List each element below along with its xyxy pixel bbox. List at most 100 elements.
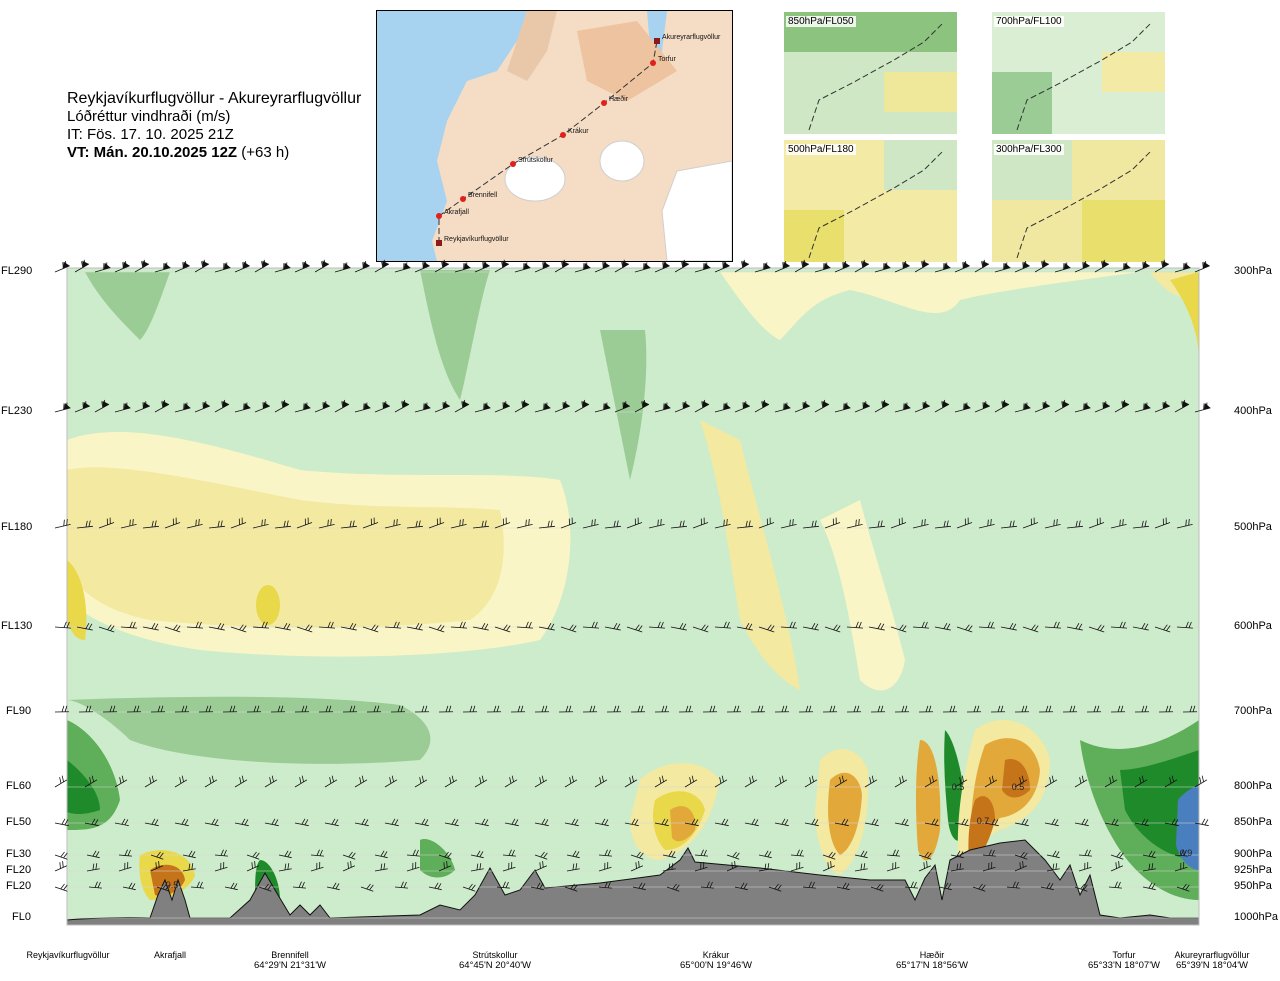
left-axis-tick: FL230 xyxy=(1,405,33,417)
wind-barb xyxy=(144,775,158,788)
wind-barb xyxy=(354,775,368,788)
wind-barb xyxy=(1142,882,1156,891)
wind-barb xyxy=(504,775,518,788)
wind-barb xyxy=(98,624,115,633)
wind-barb xyxy=(774,260,790,273)
wind-barb xyxy=(538,520,555,529)
wind-barb xyxy=(994,399,1010,413)
wind-barb xyxy=(428,882,442,891)
high-positive-region xyxy=(1176,785,1199,870)
wind-barb xyxy=(560,624,577,633)
left-axis-tick: FL180 xyxy=(1,521,33,533)
wind-barb xyxy=(84,818,99,827)
wind-barb xyxy=(934,520,951,529)
wind-barb xyxy=(174,402,191,413)
wind-barb xyxy=(956,517,973,529)
wind-barb xyxy=(428,517,445,529)
wind-barb xyxy=(604,520,621,529)
wind-barb xyxy=(1074,402,1091,413)
wind-barb xyxy=(274,520,291,529)
up-region-weak xyxy=(720,272,1140,340)
level-map-300[interactable]: 300hPa/FL300 xyxy=(992,140,1165,262)
wind-barb xyxy=(414,402,431,413)
wind-barb xyxy=(846,621,863,629)
wind-barb xyxy=(214,399,230,413)
valid-time-offset: (+63 h) xyxy=(237,144,290,161)
valid-time: VT: Mán. 20.10.2025 12Z (+63 h) xyxy=(67,144,361,162)
right-axis-tick: 400hPa xyxy=(1234,405,1272,417)
wind-barb xyxy=(864,818,879,827)
wind-barb xyxy=(252,518,269,529)
wind-barb xyxy=(310,849,324,857)
map-place-label: Akureyrarflugvöllur xyxy=(662,34,721,41)
wind-barb xyxy=(318,705,334,713)
wind-barb xyxy=(310,862,324,872)
wind-barb xyxy=(1014,705,1030,713)
wind-barb xyxy=(86,863,100,872)
wind-barb xyxy=(474,402,491,413)
level-map-700[interactable]: 700hPa/FL100 xyxy=(992,12,1165,134)
wind-barb xyxy=(258,883,272,892)
wind-barb xyxy=(624,818,639,827)
wind-barb xyxy=(516,518,533,529)
wind-barb xyxy=(94,262,111,273)
wind-barb xyxy=(1074,883,1088,892)
wind-barb xyxy=(1134,818,1149,827)
wind-barb xyxy=(384,775,398,788)
wind-barb xyxy=(474,818,489,827)
wind-barb xyxy=(950,863,964,872)
level-map-300-svg xyxy=(992,140,1165,262)
wind-barb xyxy=(774,775,788,788)
wind-barb xyxy=(1088,517,1105,529)
station-name: Reykjavíkurflugvöllur xyxy=(26,950,110,960)
wind-barb xyxy=(230,624,247,633)
wind-barb xyxy=(1094,401,1110,413)
wind-barb xyxy=(802,520,819,529)
contour-labels: 0.5 0.5 0.5 0.7 0.9 xyxy=(166,782,1193,890)
wind-barb xyxy=(150,851,164,860)
wind-barb xyxy=(414,818,429,827)
wind-barb xyxy=(294,402,311,413)
wind-barb xyxy=(804,818,819,827)
route-map[interactable]: Akureyrarflugvöllur Torfur Hæðir Krákur Strú… xyxy=(376,10,733,262)
left-axis-tick: FL60 xyxy=(6,780,32,792)
wind-barb xyxy=(1044,621,1061,629)
map-place-marker xyxy=(436,213,442,219)
wind-barb xyxy=(198,705,214,713)
wind-barb xyxy=(494,401,510,413)
wind-barb xyxy=(234,775,248,788)
wind-barb xyxy=(54,402,71,413)
station-label: Akrafjall xyxy=(100,950,240,960)
wind-barb xyxy=(294,260,310,273)
chart-title-block: Reykjavíkurflugvöllur - Akureyrarflugvöl… xyxy=(67,90,361,162)
right-axis-tick: 950hPa xyxy=(1234,880,1272,892)
map-place-marker xyxy=(601,100,607,106)
wind-barb xyxy=(94,399,110,413)
wind-barb xyxy=(574,262,591,273)
wind-barb xyxy=(208,623,225,631)
wind-barb xyxy=(102,705,118,713)
wind-barb xyxy=(486,705,502,713)
wind-barb xyxy=(462,705,478,713)
wind-barb xyxy=(854,401,870,413)
level-map-500[interactable]: 500hPa/FL180 xyxy=(784,140,957,262)
wind-barb xyxy=(634,399,650,413)
station-label: Hæðir 65°17'N 18°56'W xyxy=(862,950,1002,971)
wind-barb xyxy=(598,849,612,857)
wind-barb xyxy=(918,861,932,872)
wind-barb xyxy=(534,861,548,872)
wind-barb xyxy=(804,775,818,788)
wind-barb xyxy=(1114,262,1131,273)
wind-barb xyxy=(846,518,863,529)
wind-barb xyxy=(434,401,450,413)
wind-barb xyxy=(744,775,758,788)
map-glacier-vatnajokull xyxy=(661,160,732,261)
level-map-850[interactable]: 850hPa/FL050 xyxy=(784,12,957,134)
wind-barb xyxy=(360,883,374,892)
wind-barb xyxy=(692,517,709,529)
wind-barb xyxy=(334,262,351,273)
wind-barb xyxy=(950,850,964,859)
map-sea xyxy=(377,11,527,261)
wind-barb xyxy=(864,775,878,788)
